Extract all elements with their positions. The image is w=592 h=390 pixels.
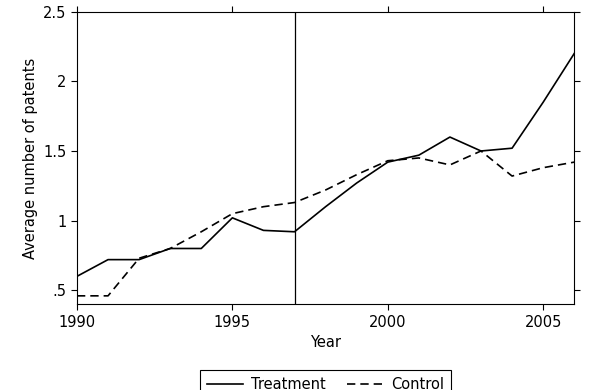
Treatment: [291, 229, 298, 234]
Treatment: [477, 149, 484, 153]
Control: [291, 200, 298, 205]
Control: [322, 188, 329, 192]
Treatment: [509, 146, 516, 151]
Control: [136, 256, 143, 261]
Treatment: [105, 257, 112, 262]
Control: [539, 165, 546, 170]
Control: [509, 174, 516, 178]
Control: [384, 158, 391, 163]
Treatment: [166, 246, 173, 251]
Line: Treatment: Treatment: [77, 53, 574, 277]
Treatment: [73, 274, 81, 279]
Control: [446, 163, 453, 167]
Control: [353, 172, 361, 177]
Treatment: [384, 160, 391, 165]
Control: [105, 294, 112, 298]
Control: [260, 204, 267, 209]
Treatment: [198, 246, 205, 251]
Treatment: [415, 153, 422, 158]
Control: [571, 160, 578, 165]
Line: Control: Control: [77, 151, 574, 296]
Control: [166, 246, 173, 251]
Treatment: [322, 204, 329, 209]
X-axis label: Year: Year: [310, 335, 341, 350]
Treatment: [353, 181, 361, 185]
Treatment: [136, 257, 143, 262]
Treatment: [229, 216, 236, 220]
Treatment: [539, 100, 546, 105]
Control: [198, 229, 205, 234]
Treatment: [571, 51, 578, 56]
Treatment: [260, 228, 267, 233]
Treatment: [446, 135, 453, 139]
Control: [477, 149, 484, 153]
Y-axis label: Average number of patents: Average number of patents: [22, 57, 38, 259]
Control: [229, 211, 236, 216]
Control: [415, 156, 422, 160]
Control: [73, 294, 81, 298]
Legend: Treatment, Control: Treatment, Control: [200, 370, 452, 390]
